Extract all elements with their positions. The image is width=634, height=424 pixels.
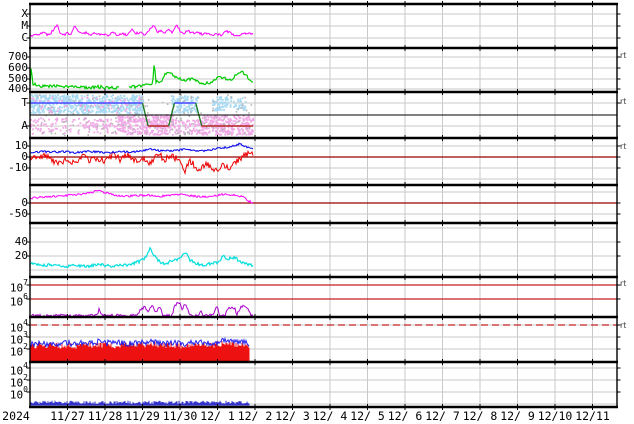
panel-energetic-electron-flux (30, 336, 250, 361)
panel-imf-sector (30, 94, 255, 137)
gridlines (30, 4, 617, 407)
series-solar-wind-speed-b (128, 65, 254, 90)
panel-xray-flux (30, 24, 254, 38)
series-sector-scatter-away (30, 96, 255, 136)
series-sector-polarity-line (30, 102, 254, 127)
panel-dst-index (30, 189, 254, 204)
series-imf-bt (30, 142, 254, 155)
panel-imf-bt-bz (30, 142, 254, 176)
series-solar-wind-speed-a (30, 68, 120, 91)
series-background-particle-flux (30, 400, 250, 406)
horizontal-borders (29, 2, 618, 409)
frame-sides (29, 4, 618, 407)
series-electron-flux-low (30, 341, 250, 361)
panel-solar-wind-density (30, 246, 254, 269)
series-proton-density (30, 246, 254, 269)
v-gridlines (67, 4, 593, 407)
series-dst-estimate (30, 189, 254, 204)
axis-tick-marks (26, 1, 621, 410)
series-imf-bz (30, 149, 254, 176)
panel-solar-wind-speed (30, 65, 254, 91)
panel-background-flux (30, 400, 250, 406)
series-goes-xray-long-flux (30, 24, 254, 38)
panel-borders (26, 1, 621, 410)
series-electron-flux-high (30, 336, 250, 348)
